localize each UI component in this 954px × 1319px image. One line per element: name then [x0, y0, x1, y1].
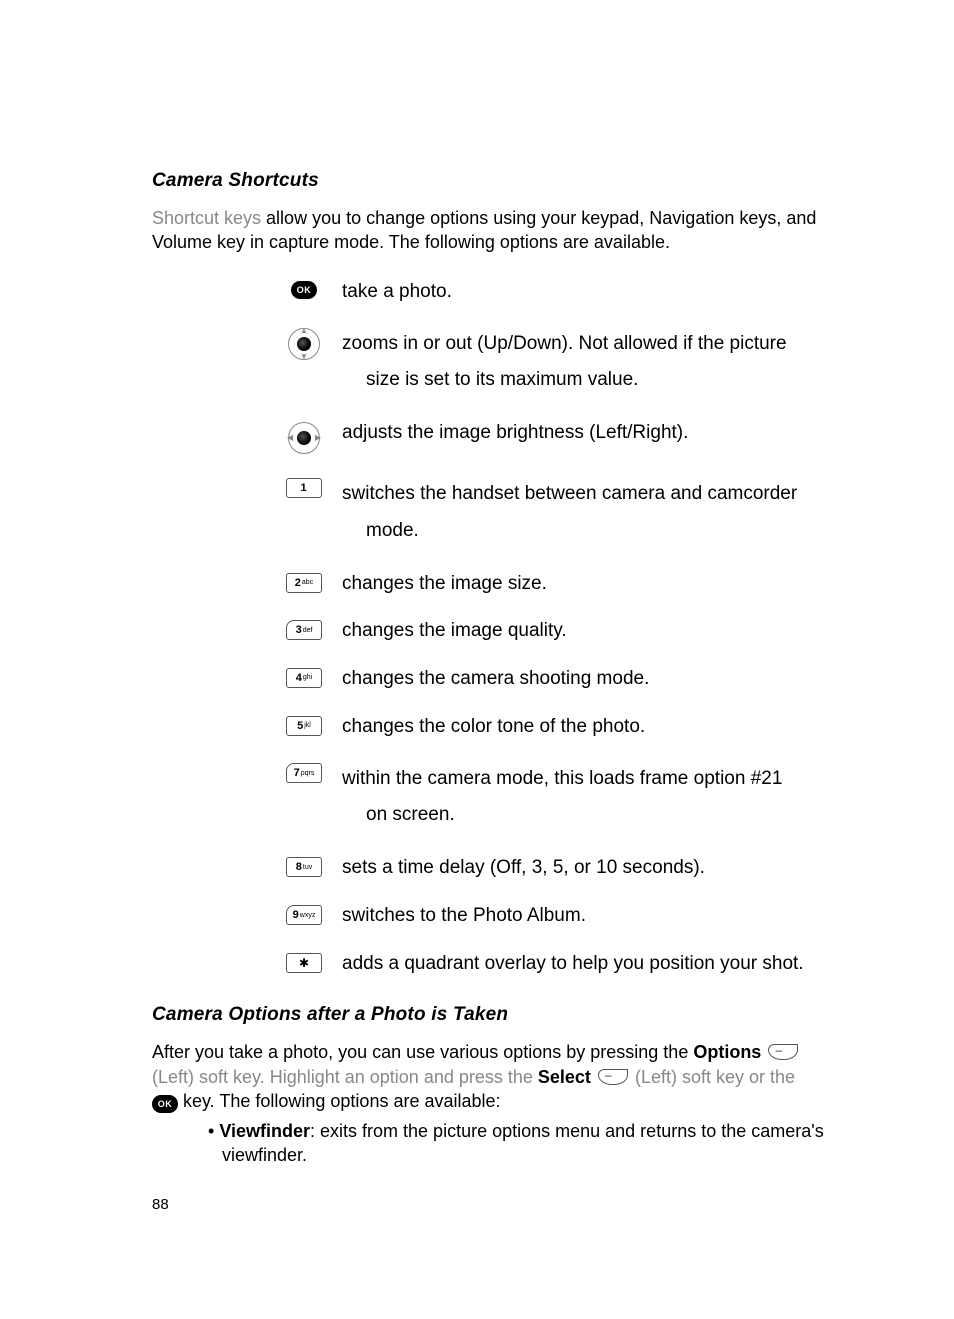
shortcut-desc: take a photo.	[328, 279, 844, 305]
text: soft key or the	[677, 1067, 795, 1087]
ok-icon: OK	[291, 281, 317, 299]
shortcut-icon-cell: ▲▼	[280, 326, 328, 360]
shortcut-icon-cell: OK	[280, 279, 328, 299]
shortcut-row: 7pqrs within the camera mode, this loads …	[152, 761, 844, 833]
text: (Left)	[152, 1067, 194, 1087]
shortcut-row: 4ghi changes the camera shooting mode.	[152, 666, 844, 692]
key-8-icon: 8tuv	[286, 857, 322, 877]
key-2-icon: 2abc	[286, 573, 322, 593]
section-title-shortcuts: Camera Shortcuts	[152, 170, 844, 192]
after-photo-paragraph: After you take a photo, you can use vari…	[152, 1040, 844, 1113]
shortcut-icon-cell: 2abc	[280, 571, 328, 593]
shortcut-desc: changes the color tone of the photo.	[328, 714, 844, 740]
shortcut-row: 1 switches the handset between camera and…	[152, 476, 844, 548]
bullet-list: • Viewfinder: exits from the picture opt…	[152, 1119, 844, 1168]
shortcut-row: 8tuv sets a time delay (Off, 3, 5, or 10 …	[152, 855, 844, 881]
key-star-icon: ✱	[286, 953, 322, 973]
key-7-icon: 7pqrs	[286, 763, 322, 783]
nav-leftright-icon: ◀▶	[288, 422, 320, 454]
shortcut-row: 9wxyz switches to the Photo Album.	[152, 903, 844, 929]
shortcut-icon-cell: ◀▶	[280, 420, 328, 454]
shortcut-desc: changes the image size.	[328, 571, 844, 597]
shortcut-icon-cell: 7pqrs	[280, 761, 328, 783]
shortcut-desc: adjusts the image brightness (Left/Right…	[328, 420, 844, 446]
shortcut-desc: switches to the Photo Album.	[328, 903, 844, 929]
shortcut-icon-cell: 1	[280, 476, 328, 498]
shortcut-icon-cell: 9wxyz	[280, 903, 328, 925]
key-5-icon: 5jkl	[286, 716, 322, 736]
shortcut-icon-cell: ✱	[280, 951, 328, 973]
shortcut-desc: adds a quadrant overlay to help you posi…	[328, 951, 844, 977]
key-9-icon: 9wxyz	[286, 905, 322, 925]
shortcut-desc: switches the handset between camera and …	[328, 476, 844, 548]
shortcut-row: 2abc changes the image size.	[152, 571, 844, 597]
text: After you take a photo, you can use vari…	[152, 1042, 693, 1062]
shortcut-icon-cell: 5jkl	[280, 714, 328, 736]
key-1-icon: 1	[286, 478, 322, 498]
shortcut-desc: sets a time delay (Off, 3, 5, or 10 seco…	[328, 855, 844, 881]
bullet-bold: Viewfinder	[219, 1121, 310, 1141]
intro-paragraph: Shortcut keys allow you to change option…	[152, 206, 844, 255]
shortcut-row: OK take a photo.	[152, 279, 844, 305]
select-label: Select	[538, 1067, 591, 1087]
text: key. The following options are available…	[178, 1091, 501, 1111]
softkey-icon	[598, 1069, 628, 1085]
shortcut-row: 5jkl changes the color tone of the photo.	[152, 714, 844, 740]
options-label: Options	[693, 1042, 761, 1062]
text	[591, 1067, 596, 1087]
shortcut-desc: zooms in or out (Up/Down). Not allowed i…	[328, 326, 844, 398]
shortcut-row: 3def changes the image quality.	[152, 618, 844, 644]
intro-light: Shortcut keys	[152, 208, 261, 228]
page-number: 88	[152, 1196, 844, 1213]
softkey-icon	[768, 1044, 798, 1060]
shortcut-row: ▲▼zooms in or out (Up/Down). Not allowed…	[152, 326, 844, 398]
ok-icon: OK	[152, 1095, 178, 1113]
bullet-rest: : exits from the picture options menu an…	[222, 1121, 824, 1165]
key-4-icon: 4ghi	[286, 668, 322, 688]
shortcut-desc: changes the image quality.	[328, 618, 844, 644]
text	[761, 1042, 766, 1062]
shortcut-icon-cell: 3def	[280, 618, 328, 640]
shortcut-desc: changes the camera shooting mode.	[328, 666, 844, 692]
text: soft key. Highlight an option and press …	[194, 1067, 538, 1087]
shortcut-row: ◀▶ adjusts the image brightness (Left/Rig…	[152, 420, 844, 454]
shortcut-icon-cell: 8tuv	[280, 855, 328, 877]
bullet-item: • Viewfinder: exits from the picture opt…	[208, 1119, 844, 1168]
shortcut-desc: within the camera mode, this loads frame…	[328, 761, 844, 833]
text: (Left)	[630, 1067, 677, 1087]
key-3-icon: 3def	[286, 620, 322, 640]
shortcut-icon-cell: 4ghi	[280, 666, 328, 688]
shortcut-row: ✱ adds a quadrant overlay to help you pos…	[152, 951, 844, 977]
nav-updown-icon: ▲▼	[288, 328, 320, 360]
section-title-after-photo: Camera Options after a Photo is Taken	[152, 1004, 844, 1026]
